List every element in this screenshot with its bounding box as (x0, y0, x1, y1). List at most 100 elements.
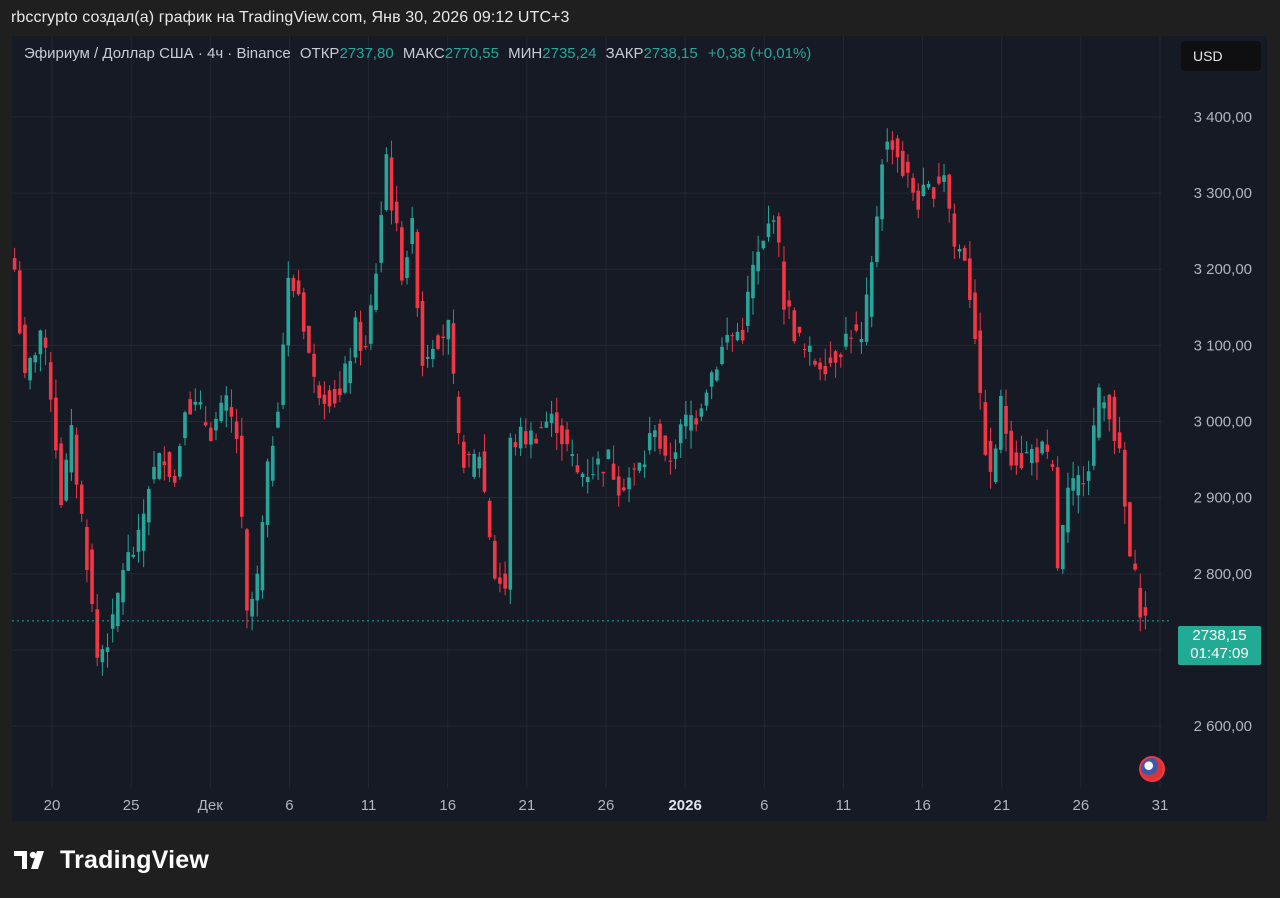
candle-body (384, 154, 389, 210)
candle-body (141, 513, 146, 551)
candle-body (508, 437, 513, 590)
candle-body (518, 426, 523, 449)
candle-body (1107, 394, 1112, 420)
candle-body (549, 413, 554, 423)
candle-body (415, 231, 420, 309)
candle-body (591, 474, 595, 476)
candle-body (916, 190, 921, 210)
candle-body (1081, 483, 1086, 485)
candle-body (116, 592, 120, 627)
candle-body (405, 257, 409, 279)
symbol-title: Эфириум / Доллар США · 4ч · Binance (24, 45, 291, 62)
candle-body (369, 305, 373, 344)
candle-body (312, 353, 316, 377)
candle-body (224, 395, 229, 411)
candle-body (131, 554, 136, 557)
candle-body (606, 449, 611, 460)
candle-body (28, 357, 32, 381)
us-flag-event-icon[interactable] (1139, 756, 1165, 782)
candle-body (689, 415, 693, 431)
x-tick-label: 6 (760, 797, 768, 814)
candle-body (554, 412, 559, 433)
candle-body (529, 430, 533, 445)
candle-body (1024, 452, 1029, 454)
x-tick-label: 31 (1152, 797, 1169, 814)
y-tick-label: 3 400,00 (1194, 109, 1252, 126)
tradingview-logo-icon (14, 851, 44, 869)
candle-body (322, 394, 327, 404)
last-price-tag: 2738,15 01:47:09 (1178, 626, 1261, 665)
candle-body (286, 277, 291, 346)
candle-body (472, 453, 476, 477)
candle-body (332, 388, 337, 404)
candle-body (338, 388, 342, 396)
candle-body (828, 357, 833, 364)
candle-body (1030, 448, 1034, 463)
candle-body (854, 324, 859, 331)
candle-body (658, 423, 662, 449)
candle-body (136, 529, 141, 552)
candle-body (462, 441, 466, 468)
candle-body (1143, 607, 1148, 616)
candle-body (720, 346, 724, 365)
candle-body (265, 461, 270, 525)
candle-body (766, 223, 771, 237)
candle-body (859, 339, 864, 343)
candle-body (534, 438, 538, 444)
candle-body (787, 300, 791, 307)
high-value: 2770,55 (444, 45, 499, 62)
candle-body (844, 333, 848, 347)
candle-body (756, 251, 760, 272)
candle-body (307, 325, 311, 353)
candle-body (792, 310, 797, 342)
candle-body (560, 425, 564, 445)
candle-body (229, 407, 234, 417)
ohlc-legend: Эфириум / Доллар США · 4ч · Binance ОТКР… (24, 45, 811, 62)
x-tick-label: 26 (1073, 797, 1090, 814)
candle-body (301, 292, 306, 332)
grid-lines (12, 36, 1162, 788)
candle-body (616, 476, 621, 496)
candle-body (596, 458, 600, 465)
chart-frame[interactable]: 3 400,00 3 300,00 3 200,00 3 100,00 3 000,00… (12, 36, 1267, 821)
tradingview-logo[interactable]: TradingView (14, 846, 209, 874)
candle-body (885, 141, 890, 150)
candle-body (296, 280, 301, 295)
candle-body (880, 164, 884, 220)
candle-body (162, 461, 167, 466)
candle-body (782, 261, 786, 310)
candle-body (833, 351, 838, 363)
candle-body (668, 460, 673, 462)
candle-body (1035, 447, 1039, 463)
candle-body (54, 397, 58, 451)
candle-body (838, 354, 843, 358)
candles (12, 128, 1148, 676)
candle-body (802, 349, 807, 351)
last-price-value: 2738,15 (1192, 627, 1247, 644)
candle-body (957, 248, 962, 252)
candle-body (622, 487, 626, 491)
candle-body (983, 402, 988, 455)
close-label: ЗАКР (605, 45, 644, 62)
candle-body (968, 258, 972, 300)
x-tick-label: 16 (914, 797, 931, 814)
candle-body (389, 157, 394, 211)
candle-body (895, 138, 900, 158)
candle-body (172, 475, 177, 483)
bar-countdown: 01:47:09 (1190, 645, 1249, 662)
candle-body (715, 369, 719, 381)
candle-body (276, 411, 280, 428)
candle-body (735, 331, 740, 341)
candle-body (973, 292, 977, 340)
candle-body (869, 262, 874, 317)
low-label: МИН (508, 45, 543, 62)
candle-body (993, 448, 998, 483)
candle-body (875, 216, 879, 263)
tradingview-wordmark: TradingView (60, 845, 210, 874)
candle-body (921, 184, 926, 197)
candle-body (647, 433, 652, 451)
candle-body (580, 473, 585, 478)
currency-button[interactable]: USD (1181, 41, 1261, 71)
candlestick-chart[interactable]: 3 400,00 3 300,00 3 200,00 3 100,00 3 000,00… (12, 36, 1267, 821)
candle-body (198, 402, 203, 405)
